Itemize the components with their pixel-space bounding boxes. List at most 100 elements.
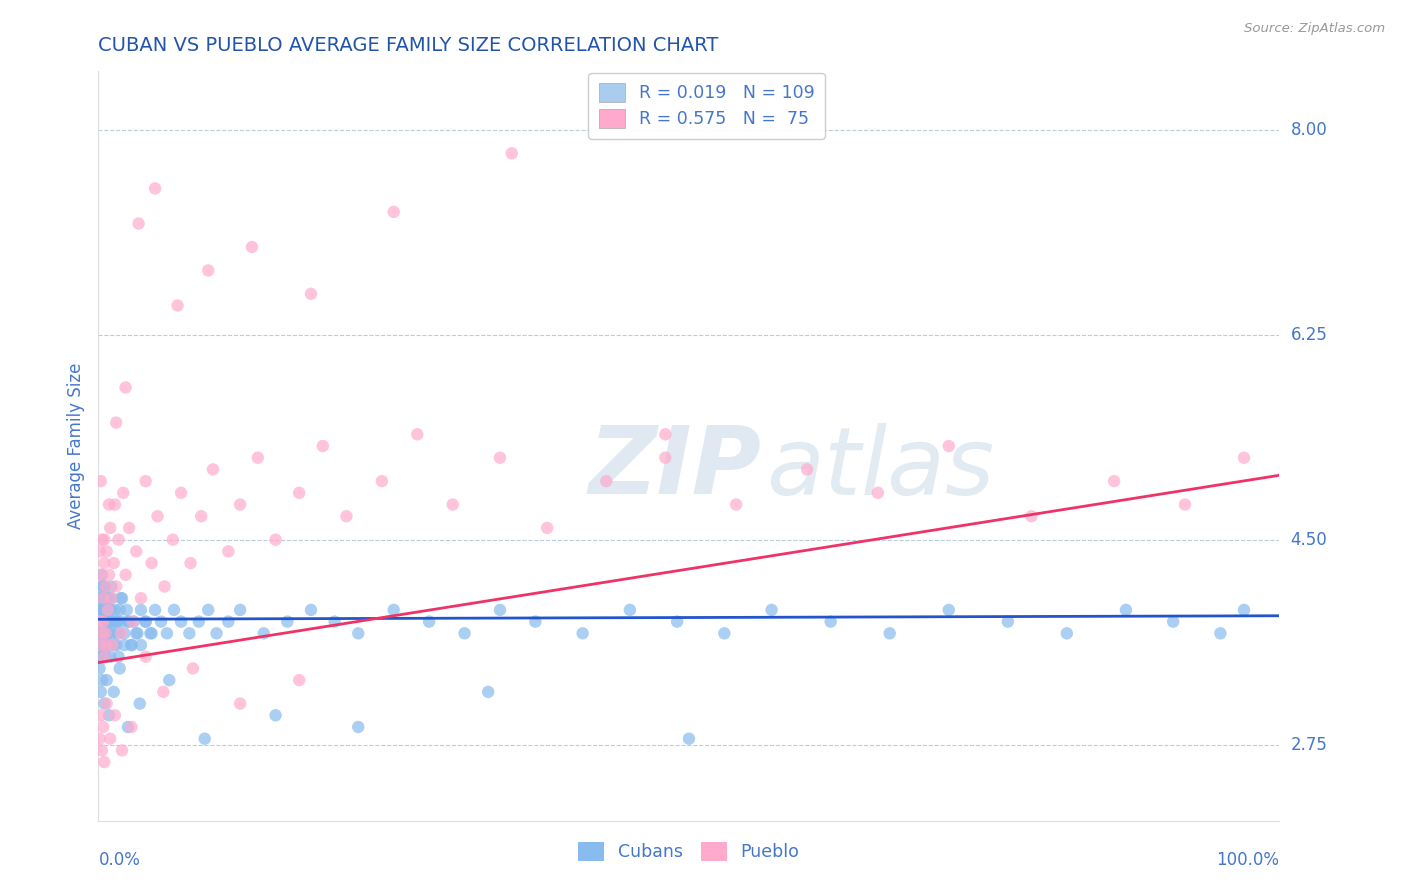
Point — [91, 533, 114, 547]
Point — [938, 603, 960, 617]
Point — [104, 603, 127, 617]
Point — [114, 567, 136, 582]
Point — [89, 626, 111, 640]
Point — [347, 720, 370, 734]
Point — [152, 685, 174, 699]
Point — [94, 591, 117, 606]
Point — [156, 626, 179, 640]
Point — [121, 638, 143, 652]
Point — [143, 603, 166, 617]
Point — [121, 638, 143, 652]
Point — [489, 450, 512, 465]
Point — [103, 638, 125, 652]
Point — [312, 439, 335, 453]
Point — [117, 615, 139, 629]
Text: 2.75: 2.75 — [1291, 736, 1327, 754]
Point — [264, 708, 287, 723]
Point — [1209, 626, 1232, 640]
Point — [135, 474, 157, 488]
Point — [97, 603, 120, 617]
Point — [94, 580, 117, 594]
Point — [997, 615, 1019, 629]
Point — [110, 591, 132, 606]
Point — [105, 416, 128, 430]
Point — [91, 626, 114, 640]
Point — [170, 485, 193, 500]
Point — [229, 603, 252, 617]
Point — [90, 603, 112, 617]
Point — [187, 615, 209, 629]
Point — [91, 626, 114, 640]
Point — [100, 615, 122, 629]
Point — [121, 615, 143, 629]
Point — [89, 661, 111, 675]
Point — [114, 380, 136, 394]
Point — [101, 638, 124, 652]
Point — [96, 697, 118, 711]
Point — [91, 591, 114, 606]
Point — [166, 298, 188, 313]
Point — [347, 626, 370, 640]
Point — [93, 556, 115, 570]
Point — [98, 649, 121, 664]
Point — [796, 462, 818, 476]
Point — [104, 498, 127, 512]
Point — [1233, 603, 1256, 617]
Point — [129, 603, 152, 617]
Point — [89, 544, 111, 558]
Point — [98, 603, 121, 617]
Text: ZIP: ZIP — [589, 423, 762, 515]
Point — [335, 509, 357, 524]
Point — [197, 603, 219, 617]
Point — [135, 615, 157, 629]
Point — [98, 615, 121, 629]
Point — [418, 615, 440, 629]
Point — [105, 615, 128, 629]
Point — [143, 181, 166, 195]
Y-axis label: Average Family Size: Average Family Size — [66, 363, 84, 529]
Point — [678, 731, 700, 746]
Point — [91, 649, 114, 664]
Point — [288, 485, 311, 500]
Point — [153, 580, 176, 594]
Point — [524, 615, 547, 629]
Point — [89, 615, 111, 629]
Point — [201, 462, 224, 476]
Point — [162, 533, 184, 547]
Point — [94, 638, 117, 652]
Point — [93, 649, 115, 664]
Point — [1056, 626, 1078, 640]
Point — [91, 720, 114, 734]
Point — [91, 603, 114, 617]
Point — [866, 485, 889, 500]
Point — [91, 638, 114, 652]
Point — [93, 603, 115, 617]
Point — [938, 439, 960, 453]
Point — [453, 626, 475, 640]
Point — [112, 638, 135, 652]
Point — [100, 580, 122, 594]
Point — [229, 498, 252, 512]
Point — [94, 626, 117, 640]
Point — [725, 498, 748, 512]
Point — [229, 697, 252, 711]
Point — [94, 626, 117, 640]
Point — [91, 615, 114, 629]
Point — [240, 240, 263, 254]
Point — [406, 427, 429, 442]
Point — [139, 626, 162, 640]
Point — [118, 615, 141, 629]
Point — [654, 427, 676, 442]
Point — [108, 661, 131, 675]
Point — [98, 731, 121, 746]
Point — [90, 615, 112, 629]
Point — [117, 720, 139, 734]
Point — [276, 615, 298, 629]
Point — [103, 685, 125, 699]
Point — [179, 626, 201, 640]
Point — [91, 638, 114, 652]
Point — [654, 450, 676, 465]
Point — [107, 649, 129, 664]
Point — [170, 615, 193, 629]
Point — [1174, 498, 1197, 512]
